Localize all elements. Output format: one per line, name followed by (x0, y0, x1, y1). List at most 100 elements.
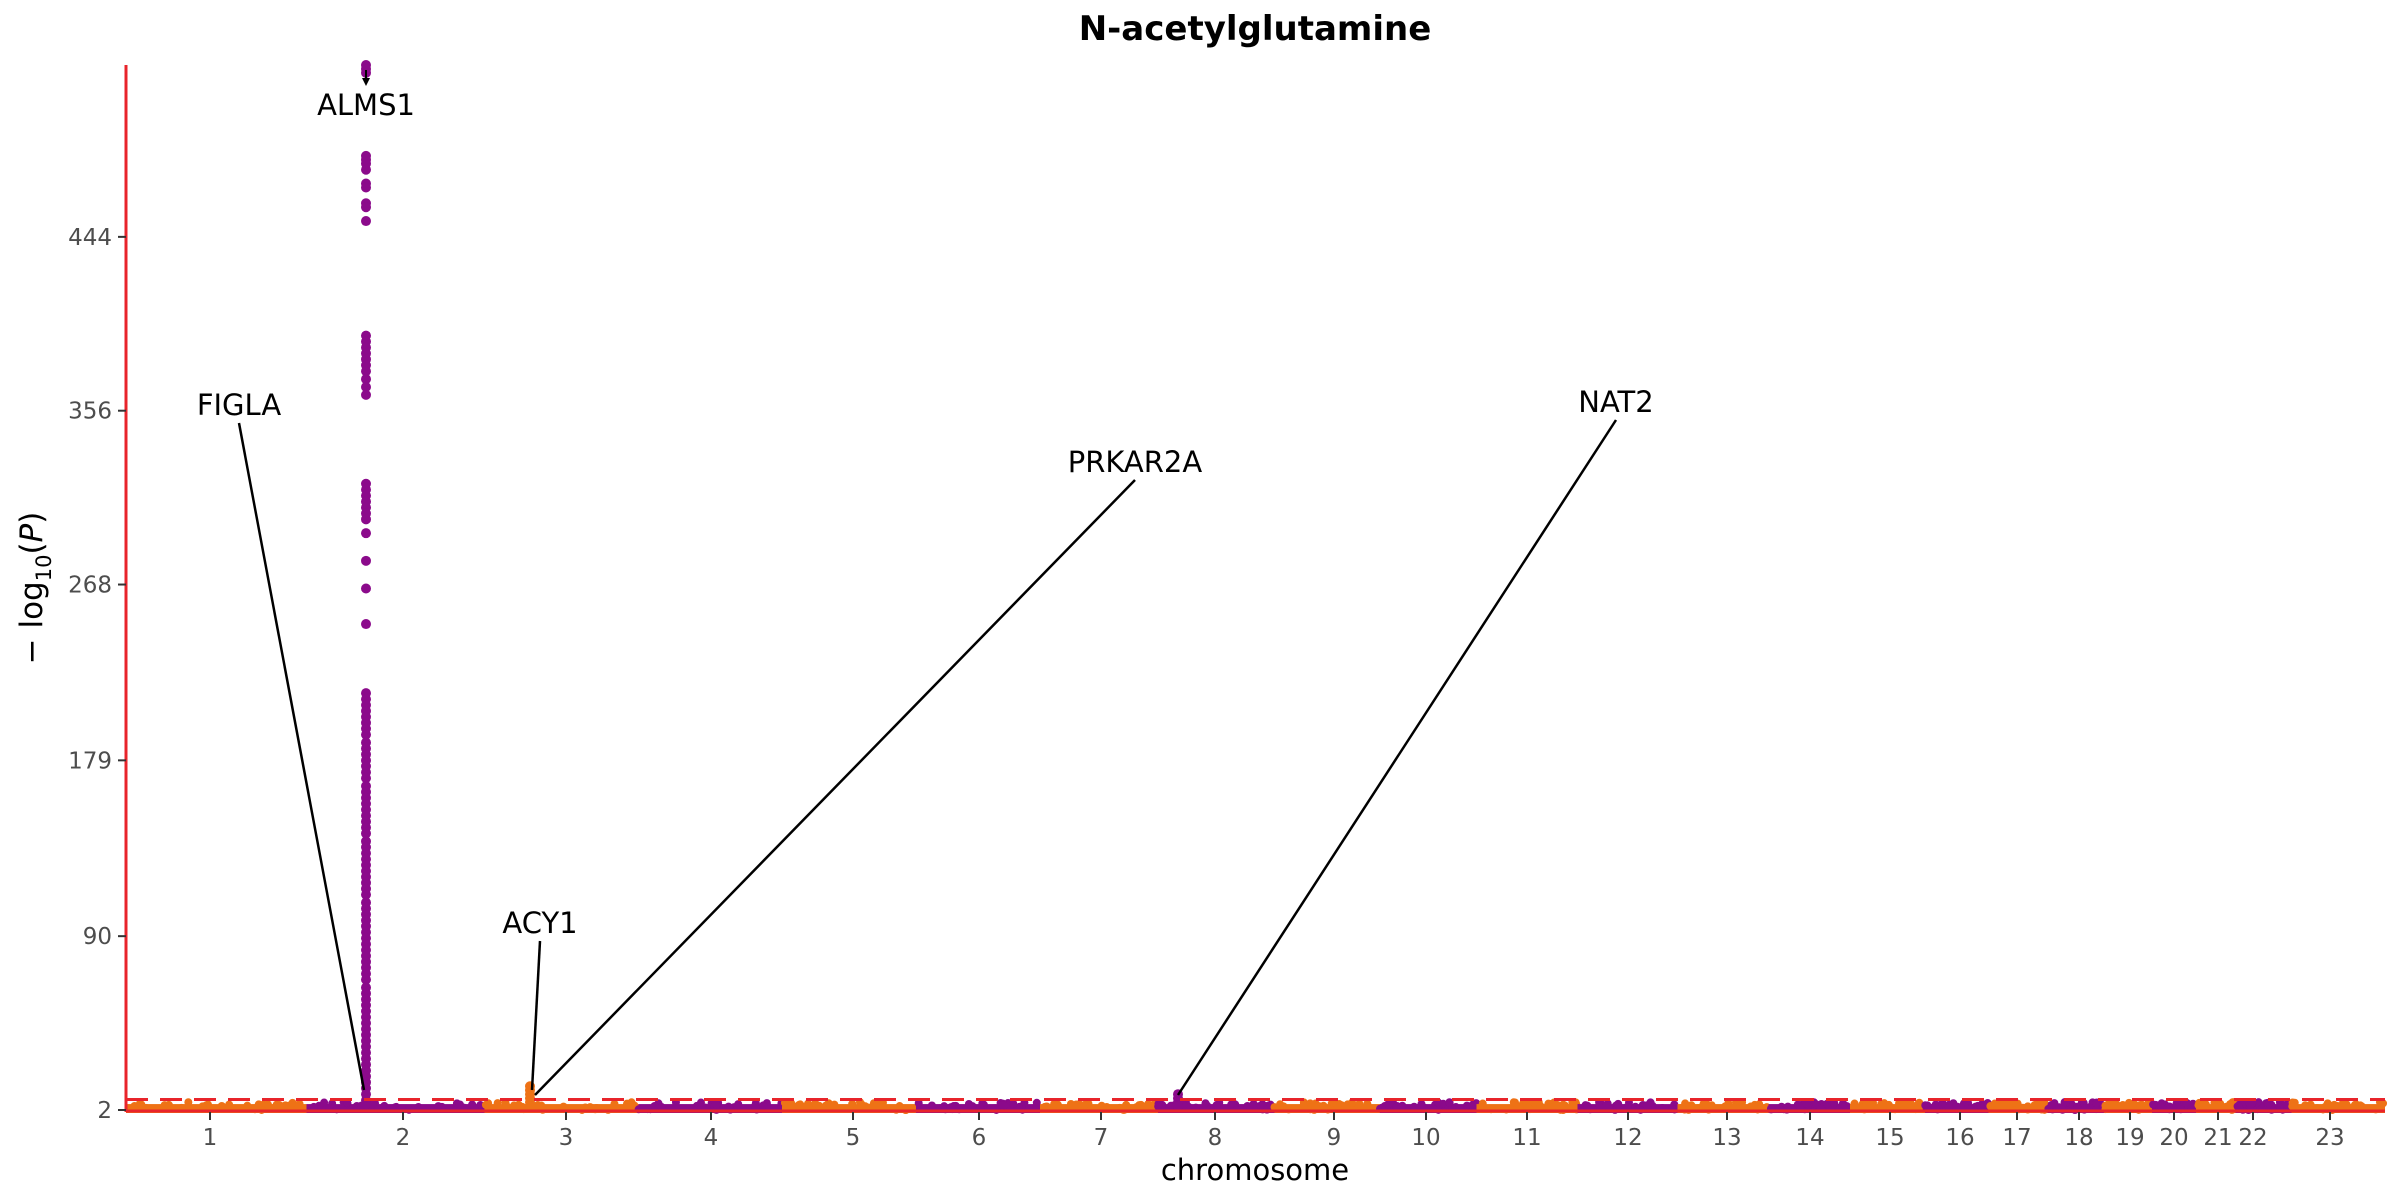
x-tick-label: 22 (2238, 1125, 2267, 1151)
y-axis-label: − log10(P) (14, 512, 56, 665)
snp-point (794, 1101, 803, 1110)
snp-point (1842, 1102, 1851, 1111)
snp-point (1416, 1103, 1425, 1112)
snp-point (434, 1102, 443, 1111)
snp-point (414, 1102, 423, 1111)
snp-point (927, 1101, 936, 1110)
x-tick-label: 11 (1512, 1125, 1541, 1151)
snp-point (811, 1099, 820, 1108)
snp-point (1976, 1102, 1985, 1111)
snp-point (914, 1099, 923, 1108)
y-axis-label-subscript: 10 (32, 555, 56, 582)
peak-point-chr2 (361, 366, 371, 377)
peak-point-chr2 (361, 729, 371, 740)
peak-point-chr2 (361, 619, 371, 630)
snp-point (1319, 1101, 1328, 1110)
y-tick-label: 356 (68, 399, 112, 425)
x-tick-label: 21 (2203, 1125, 2232, 1151)
snp-point (1921, 1101, 1930, 1110)
snp-point (1855, 1103, 1864, 1112)
snp-point (1032, 1098, 1041, 1107)
x-tick-label: 23 (2315, 1125, 2344, 1151)
snp-point (1907, 1101, 1916, 1110)
snp-point (1249, 1099, 1258, 1108)
snp-point (1227, 1100, 1236, 1109)
x-tick-label: 13 (1712, 1125, 1741, 1151)
peak-point-chr2 (361, 974, 371, 985)
annotation-label: ACY1 (502, 906, 577, 940)
annotation-arrow-icon (362, 78, 370, 86)
snp-point (650, 1101, 659, 1110)
snp-point (198, 1102, 207, 1111)
snp-point (1830, 1099, 1839, 1108)
snp-point (734, 1100, 743, 1109)
x-tick-label: 18 (2064, 1125, 2093, 1151)
peak-point-chr2 (361, 182, 371, 193)
x-tick-label: 20 (2159, 1125, 2188, 1151)
x-tick-label: 3 (559, 1125, 574, 1151)
y-tick-label: 179 (68, 748, 112, 774)
snp-point (1515, 1102, 1524, 1111)
snp-point (380, 1101, 389, 1110)
y-tick-label: 268 (68, 573, 112, 599)
annotation-leader-line (534, 479, 1136, 1096)
peak-point-chr2 (361, 514, 371, 525)
peak-point-chr2 (361, 164, 371, 175)
snp-point (1050, 1100, 1059, 1109)
peak-point-chr2 (361, 202, 371, 213)
snp-point (696, 1098, 705, 1107)
peak-point-chr2 (361, 381, 371, 392)
snp-point (1009, 1099, 1018, 1108)
snp-point (1746, 1102, 1755, 1111)
snp-point (824, 1099, 833, 1108)
snp-point (657, 1103, 666, 1112)
snp-point (263, 1100, 272, 1109)
gene-annotations: ALMS1 FIGLA ACY1 PRKAR2A NAT2 (197, 70, 1654, 1096)
y-tick-label: 444 (68, 225, 112, 251)
snp-point (581, 1103, 590, 1112)
x-tick-label: 16 (1945, 1125, 1974, 1151)
annotation-label: FIGLA (197, 388, 282, 422)
chromosome-band-4 (638, 1104, 782, 1113)
snp-point (1256, 1101, 1265, 1110)
snp-point (160, 1101, 169, 1110)
x-tick-label: 8 (1208, 1125, 1223, 1151)
annotation-leader-line (237, 422, 366, 1091)
snp-point (1944, 1103, 1953, 1112)
snp-point (1559, 1102, 1568, 1111)
snp-point (533, 1100, 542, 1109)
x-tick-label: 19 (2115, 1125, 2144, 1151)
annotation-label: PRKAR2A (1068, 445, 1203, 479)
data-points (126, 60, 2388, 1114)
y-tick-label: 90 (83, 924, 112, 950)
snp-point (1166, 1101, 1175, 1110)
chromosome-band-5 (782, 1104, 916, 1113)
snp-point (2275, 1103, 2284, 1112)
snp-point (309, 1102, 318, 1111)
y-tick-label: 2 (97, 1098, 112, 1124)
annotation-figla: FIGLA (197, 388, 366, 1091)
peak-point-chr2 (361, 583, 371, 594)
snp-point (243, 1101, 252, 1110)
chromosome-band-10 (1380, 1104, 1477, 1113)
x-tick-label: 5 (846, 1125, 861, 1151)
snp-point (2149, 1100, 2158, 1109)
snp-point (1699, 1099, 1708, 1108)
snp-point (272, 1100, 281, 1109)
annotation-label: NAT2 (1578, 385, 1653, 419)
snp-point (484, 1099, 493, 1108)
chart-title: N-acetylglutamine (1079, 9, 1432, 49)
snp-point (1445, 1098, 1454, 1107)
snp-point (712, 1100, 721, 1109)
x-tick-label: 2 (396, 1125, 411, 1151)
snp-point (1931, 1103, 1940, 1112)
y-axis-label-text: − log10(P) (14, 512, 56, 665)
peak-point-chr2 (361, 528, 371, 539)
x-tick-label: 6 (972, 1125, 987, 1151)
snp-point (2330, 1100, 2339, 1109)
snp-point (2199, 1099, 2208, 1108)
annotation-prkar2a: PRKAR2A (534, 445, 1203, 1096)
annotation-label: ALMS1 (317, 88, 415, 122)
y-axis-label-p-italic: P (14, 523, 50, 542)
